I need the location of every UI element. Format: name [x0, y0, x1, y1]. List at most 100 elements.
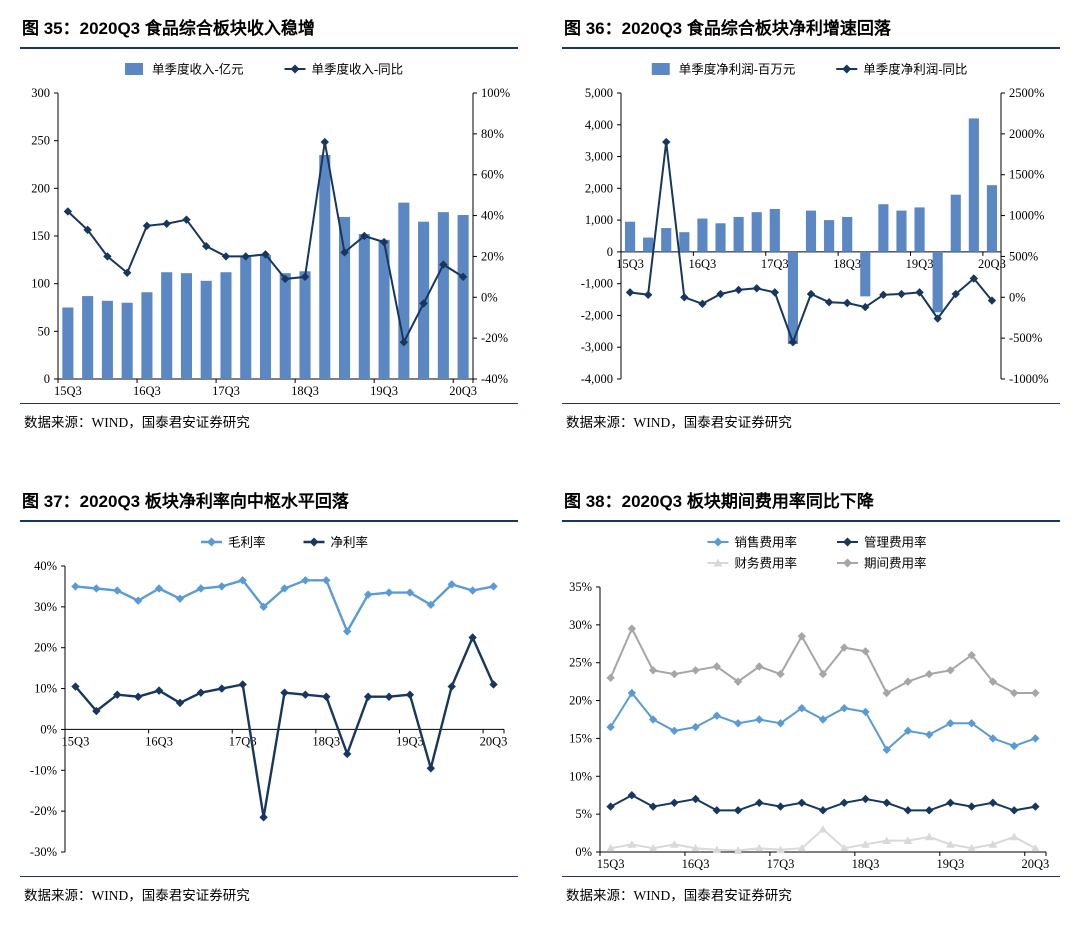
svg-text:19Q3: 19Q3: [906, 257, 934, 271]
figure-38-source-note: 数据来源：WIND，国泰君安证券研究: [566, 888, 792, 903]
svg-text:0%: 0%: [40, 722, 57, 736]
svg-text:-500%: -500%: [1009, 331, 1042, 345]
svg-text:1500%: 1500%: [1009, 168, 1044, 182]
figure-35-title: 图 35：2020Q3 食品综合板块收入稳增: [22, 19, 315, 38]
source-divider: [20, 403, 518, 404]
figure-panel-37: 图 37：2020Q3 板块净利率向中枢水平回落 -30% -20% -10% 0% 1…: [20, 483, 518, 906]
figure-panel-35: 图 35：2020Q3 食品综合板块收入稳增 0 50 100 150 200 250 30…: [20, 10, 518, 433]
svg-text:-40%: -40%: [481, 372, 508, 386]
svg-text:250: 250: [31, 134, 50, 148]
source-divider: [562, 403, 1060, 404]
svg-text:-30%: -30%: [30, 845, 57, 859]
svg-text:18Q3: 18Q3: [833, 257, 861, 271]
title-divider: [20, 520, 518, 522]
figure-38-chart: 0% 5% 10% 15% 20% 25% 30% 35% 15Q3 16Q3 17Q3 18Q3 19…: [569, 535, 1049, 872]
svg-text:300: 300: [31, 86, 50, 100]
svg-text:15Q3: 15Q3: [54, 384, 82, 398]
svg-text:30%: 30%: [569, 618, 592, 632]
svg-text:单季度收入-亿元: 单季度收入-亿元: [152, 62, 244, 77]
svg-text:3,000: 3,000: [585, 150, 613, 164]
svg-text:17Q3: 17Q3: [212, 384, 240, 398]
svg-text:10%: 10%: [34, 682, 57, 696]
svg-text:-1,000: -1,000: [581, 277, 613, 291]
title-divider: [562, 520, 1060, 522]
svg-text:60%: 60%: [481, 168, 504, 182]
svg-text:0: 0: [44, 372, 50, 386]
svg-text:500%: 500%: [1009, 249, 1038, 263]
svg-text:5%: 5%: [575, 807, 592, 821]
svg-text:100%: 100%: [481, 86, 510, 100]
svg-text:20%: 20%: [34, 641, 57, 655]
svg-text:16Q3: 16Q3: [689, 257, 717, 271]
svg-text:1000%: 1000%: [1009, 209, 1044, 223]
svg-text:管理费用率: 管理费用率: [864, 535, 927, 550]
svg-text:20Q3: 20Q3: [480, 734, 508, 748]
svg-text:50: 50: [38, 324, 51, 338]
svg-text:10%: 10%: [569, 769, 592, 783]
figure-36-chart: -4,000 -3,000 -2,000 -1,000 0 1,000 2,000 3,000…: [581, 62, 1049, 387]
figure-36-source-note: 数据来源：WIND，国泰君安证券研究: [566, 415, 792, 430]
svg-text:20%: 20%: [569, 694, 592, 708]
svg-text:-20%: -20%: [30, 804, 57, 818]
svg-text:-2,000: -2,000: [581, 308, 613, 322]
svg-text:18Q3: 18Q3: [312, 734, 340, 748]
svg-text:30%: 30%: [34, 600, 57, 614]
svg-text:15Q3: 15Q3: [597, 857, 625, 871]
svg-text:2500%: 2500%: [1009, 86, 1044, 100]
figure-36-title: 图 36：2020Q3 食品综合板块净利增速回落: [564, 19, 891, 38]
svg-text:-1000%: -1000%: [1009, 372, 1049, 386]
svg-text:0%: 0%: [1009, 290, 1026, 304]
svg-text:1,000: 1,000: [585, 213, 613, 227]
source-divider: [562, 876, 1060, 877]
svg-text:40%: 40%: [481, 209, 504, 223]
svg-text:单季度净利润-百万元: 单季度净利润-百万元: [679, 62, 796, 77]
figure-35-chart: 0 50 100 150 200 250 300 -40% -20% 0% 20% 40% 60% 80%…: [31, 62, 510, 399]
svg-text:0%: 0%: [575, 845, 592, 859]
svg-text:0%: 0%: [481, 290, 498, 304]
svg-text:20Q3: 20Q3: [449, 384, 477, 398]
svg-text:17Q3: 17Q3: [229, 734, 257, 748]
svg-text:16Q3: 16Q3: [133, 384, 161, 398]
svg-text:财务费用率: 财务费用率: [735, 556, 798, 571]
figure-37-source-note: 数据来源：WIND，国泰君安证券研究: [24, 888, 250, 903]
svg-text:单季度净利润-同比: 单季度净利润-同比: [863, 62, 967, 77]
svg-text:80%: 80%: [481, 127, 504, 141]
svg-text:净利率: 净利率: [331, 535, 369, 550]
title-divider: [562, 47, 1060, 49]
svg-text:19Q3: 19Q3: [370, 384, 398, 398]
figure-panel-36: 图 36：2020Q3 食品综合板块净利增速回落 -4,000 -3,000 -2,…: [562, 10, 1060, 433]
svg-text:20Q3: 20Q3: [1021, 857, 1049, 871]
figure-panel-38: 图 38：2020Q3 板块期间费用率同比下降 0% 5% 10% 15% 20% 25%…: [562, 483, 1060, 906]
svg-text:20Q3: 20Q3: [978, 257, 1006, 271]
svg-text:200: 200: [31, 181, 50, 195]
svg-text:15%: 15%: [569, 731, 592, 745]
svg-text:单季度收入-同比: 单季度收入-同比: [312, 62, 404, 77]
svg-text:15Q3: 15Q3: [62, 734, 90, 748]
svg-text:25%: 25%: [569, 656, 592, 670]
svg-text:-3,000: -3,000: [581, 340, 613, 354]
svg-text:19Q3: 19Q3: [937, 857, 965, 871]
svg-text:20%: 20%: [481, 249, 504, 263]
svg-text:5,000: 5,000: [585, 86, 613, 100]
svg-text:期间费用率: 期间费用率: [864, 556, 927, 571]
svg-text:-4,000: -4,000: [581, 372, 613, 386]
svg-text:16Q3: 16Q3: [145, 734, 173, 748]
svg-text:2,000: 2,000: [585, 181, 613, 195]
svg-text:18Q3: 18Q3: [291, 384, 319, 398]
svg-text:-10%: -10%: [30, 763, 57, 777]
svg-text:15Q3: 15Q3: [616, 257, 644, 271]
svg-text:19Q3: 19Q3: [396, 734, 424, 748]
svg-text:16Q3: 16Q3: [682, 857, 710, 871]
svg-text:-20%: -20%: [481, 331, 508, 345]
svg-text:17Q3: 17Q3: [761, 257, 789, 271]
svg-text:17Q3: 17Q3: [767, 857, 795, 871]
svg-text:销售费用率: 销售费用率: [735, 535, 798, 550]
svg-text:35%: 35%: [569, 580, 592, 594]
figure-37-title: 图 37：2020Q3 板块净利率向中枢水平回落: [22, 492, 349, 511]
figure-37-chart: -30% -20% -10% 0% 10% 20% 30% 40% 15Q3 16Q3 17Q3 18…: [30, 535, 508, 860]
svg-text:18Q3: 18Q3: [852, 857, 880, 871]
title-divider: [20, 47, 518, 49]
report-page: 图 35：2020Q3 食品综合板块收入稳增 0 50 100 150 200 250 30…: [20, 10, 1060, 906]
svg-text:毛利率: 毛利率: [228, 535, 266, 550]
figure-38-title: 图 38：2020Q3 板块期间费用率同比下降: [564, 492, 874, 511]
